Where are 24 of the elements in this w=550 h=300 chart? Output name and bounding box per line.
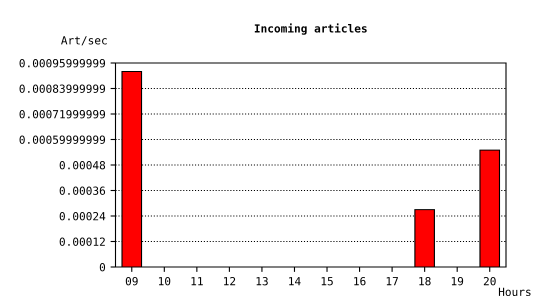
y-tick-label: 0.00048 (60, 161, 106, 170)
x-tick-label: 20 (484, 276, 496, 286)
x-tick-label: 15 (322, 277, 333, 286)
x-tick-label: 09 (126, 276, 138, 286)
x-tick-label: 16 (354, 276, 366, 286)
y-tick-label: 0.00095999999 (20, 59, 106, 68)
x-tick-label: 13 (256, 276, 268, 286)
x-axis-title: Hours (498, 288, 531, 296)
y-tick-label: 0.00012 (60, 238, 105, 246)
y-tick-label: 0.00059999999 (20, 136, 106, 144)
y-axis-title: Art/sec (61, 36, 107, 46)
x-tick-label: 12 (224, 276, 236, 286)
y-tick-label: 0.00024 (60, 212, 106, 220)
x-tick-label: 10 (158, 276, 170, 286)
y-tick-label: 0.00071999999 (20, 110, 106, 118)
x-tick-label: 17 (386, 277, 398, 286)
x-tick-label: 14 (289, 277, 301, 286)
y-tick-label: 0 (100, 263, 106, 272)
y-tick-label: 0.00036 (60, 186, 106, 195)
x-tick-label: 18 (419, 276, 431, 286)
y-tick-label: 0.00083999999 (20, 84, 106, 93)
x-tick-label: 19 (452, 276, 464, 286)
x-tick-label: 11 (192, 277, 203, 286)
chart-title: Incoming articles (254, 23, 367, 35)
